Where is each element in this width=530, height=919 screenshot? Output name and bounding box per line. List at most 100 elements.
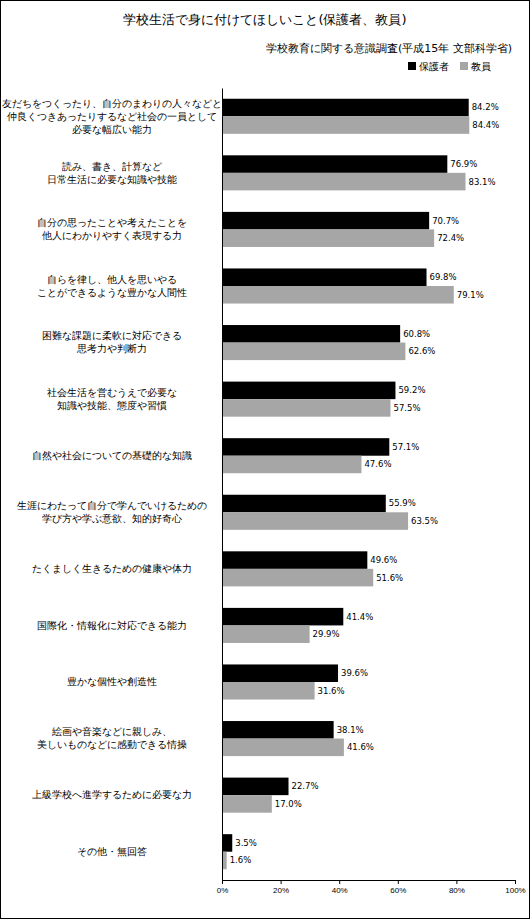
bar xyxy=(222,325,400,343)
tick: 100% xyxy=(505,880,525,895)
bar xyxy=(222,551,367,569)
tick: 80% xyxy=(449,880,465,895)
bar xyxy=(222,664,338,682)
data-label: 55.9% xyxy=(389,498,416,508)
bar xyxy=(222,512,408,530)
tick-label: 100% xyxy=(505,886,525,895)
bar xyxy=(222,778,289,796)
legend-swatch xyxy=(408,62,416,70)
subtitle: 学校教育に関する意識調査(平成15年 文部科学省) xyxy=(266,42,512,55)
data-label: 59.2% xyxy=(398,385,425,395)
category-label: 生涯にわたって自分で学んでいけるための学び方や学ぶ意欲、知的好奇心 xyxy=(17,500,207,524)
title: 学校生活で身に付けてほしいこと(保護者、教員) xyxy=(123,12,406,27)
data-label: 39.6% xyxy=(341,668,368,678)
tick: 20% xyxy=(273,880,289,895)
category-label: 社会生活を営むうえで必要な知識や技能、態度や習慣 xyxy=(47,387,177,411)
category-label: 自然や社会についての基礎的な知識 xyxy=(32,450,192,461)
tick-mark xyxy=(456,880,457,884)
category-label: 絵画や音楽などに親しみ、美しいものなどに感動できる情操 xyxy=(37,726,187,750)
category-label: 読み、書き、計算など日常生活に必要な知識や技能 xyxy=(47,161,177,185)
chart: 学校生活で身に付けてほしいこと(保護者、教員) 学校教育に関する意識調査(平成15… xyxy=(0,0,530,919)
data-label: 29.9% xyxy=(313,629,340,639)
category-label: 豊かな個性や創造性 xyxy=(67,676,157,687)
tick: 40% xyxy=(332,880,348,895)
tick-label: 0% xyxy=(217,886,229,895)
bar xyxy=(222,721,334,739)
bar xyxy=(222,343,405,361)
data-label: 76.9% xyxy=(450,159,477,169)
category-label: 自分の思ったことや考えたことを他人にわかりやすく表現する力 xyxy=(37,217,187,241)
data-label: 60.8% xyxy=(403,329,430,339)
category-label: 友だちをつくったり、自分のまわりの人々などと仲良くつきあったりするなど社会の一員… xyxy=(2,98,222,135)
bar xyxy=(222,286,454,304)
data-label: 57.1% xyxy=(392,442,419,452)
data-label: 47.6% xyxy=(364,459,391,469)
bar xyxy=(222,212,429,230)
tick-label: 20% xyxy=(273,886,289,895)
category-label: その他・無回答 xyxy=(77,846,147,857)
category-label: 上級学校へ進学するために必要な力 xyxy=(32,789,192,800)
axis-line xyxy=(223,881,516,885)
legend-label: 保護者 xyxy=(419,61,449,72)
data-label: 41.4% xyxy=(346,612,373,622)
tick-label: 60% xyxy=(390,886,406,895)
category-label: たくましく生きるための健康や体力 xyxy=(32,563,192,574)
data-label: 69.8% xyxy=(430,272,457,282)
data-label: 79.1% xyxy=(457,290,484,300)
tick-mark xyxy=(281,880,282,884)
tick-mark xyxy=(398,880,399,884)
bar xyxy=(222,438,389,456)
data-label: 51.6% xyxy=(376,573,403,583)
category-label: 国際化・情報化に対応できる能力 xyxy=(37,620,187,631)
bar xyxy=(222,382,395,400)
bars xyxy=(222,99,469,870)
bar xyxy=(222,155,447,173)
data-label: 84.2% xyxy=(472,102,499,112)
data-label: 49.6% xyxy=(370,555,397,565)
data-label: 3.5% xyxy=(235,838,257,848)
tick-mark xyxy=(222,880,223,884)
tick-mark xyxy=(339,880,340,884)
data-label: 1.6% xyxy=(230,855,252,865)
bar xyxy=(222,795,272,813)
legend-label: 教員 xyxy=(471,61,491,72)
category-label: 困難な課題に柔軟に対応できる思考力や判断力 xyxy=(42,330,182,354)
tick-mark xyxy=(515,880,516,884)
data-label: 83.1% xyxy=(468,177,495,187)
tick: 0% xyxy=(217,880,229,895)
bar xyxy=(222,569,373,587)
bar xyxy=(222,625,310,643)
data-label: 22.7% xyxy=(292,781,319,791)
data-label: 38.1% xyxy=(337,725,364,735)
category-labels: 友だちをつくったり、自分のまわりの人々などと仲良くつきあったりするなど社会の一員… xyxy=(2,98,222,857)
bar xyxy=(222,399,390,417)
bar xyxy=(222,229,434,247)
bar xyxy=(222,99,469,117)
bar xyxy=(222,495,386,513)
y-axis xyxy=(222,89,223,881)
bar xyxy=(222,173,465,191)
tick-label: 80% xyxy=(449,886,465,895)
category-label: 自らを律し、他人を思いやることができるような豊かな人間性 xyxy=(37,274,187,298)
data-label: 57.5% xyxy=(393,403,420,413)
data-label: 41.6% xyxy=(347,742,374,752)
legend: 保護者 教員 xyxy=(408,61,491,72)
data-label: 84.4% xyxy=(472,120,499,130)
bar xyxy=(222,739,344,757)
tick: 60% xyxy=(390,880,406,895)
x-axis: 0% 20% 40% 60% 80% 100% xyxy=(217,880,526,895)
data-label: 17.0% xyxy=(275,799,302,809)
frame xyxy=(1,1,530,919)
legend-swatch xyxy=(460,62,468,70)
data-label: 62.6% xyxy=(408,346,435,356)
bar xyxy=(222,456,361,474)
bar xyxy=(222,608,343,626)
axis-line xyxy=(222,89,223,881)
data-label: 31.6% xyxy=(318,686,345,696)
bar xyxy=(222,834,232,852)
data-label: 63.5% xyxy=(411,516,438,526)
tick-label: 40% xyxy=(332,886,348,895)
bar xyxy=(222,116,469,134)
bar xyxy=(222,682,315,700)
data-label: 72.4% xyxy=(437,233,464,243)
